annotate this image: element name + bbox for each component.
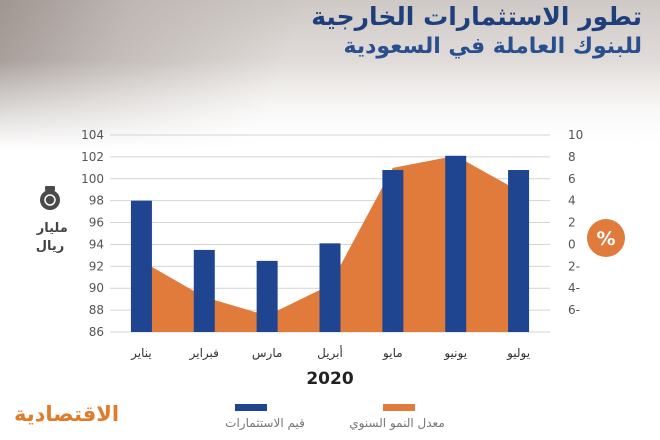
right-tick-label: 0 — [568, 237, 576, 251]
investment-bars — [130, 155, 530, 332]
left-axis-unit-line-2: ريال — [36, 239, 65, 254]
category-label: مارس — [252, 346, 283, 361]
brand-logo: الاقتصادية — [14, 402, 120, 426]
chart-title: تطور الاستثمارات الخارجية — [311, 2, 642, 31]
legend: قيم الاستثمارات معدل النمو السنوي — [225, 404, 445, 431]
right-tick-label: 6 — [568, 172, 576, 186]
right-axis-unit-label: % — [596, 228, 615, 250]
left-tick-label: 98 — [89, 194, 104, 208]
left-tick-label: 102 — [81, 150, 104, 164]
left-tick-label: 94 — [89, 237, 104, 251]
legend-label-investment: قيم الاستثمارات — [225, 416, 305, 431]
right-tick-label: 6- — [568, 303, 580, 317]
category-label: فبراير — [189, 346, 219, 361]
left-axis-unit-line-1: مليار — [36, 221, 68, 236]
category-label: يونيو — [443, 346, 467, 361]
bar-6 — [445, 155, 467, 332]
legend-label-growth: معدل النمو السنوي — [349, 416, 445, 431]
left-axis-unit-label: مليار ريال — [32, 221, 68, 254]
category-labels: يناير فبراير مارس أبريل مايو يونيو يوليو — [130, 345, 530, 361]
bar-4 — [319, 243, 341, 332]
left-tick-label: 100 — [81, 172, 104, 186]
left-tick-label: 90 — [89, 281, 104, 295]
bar-7 — [508, 170, 530, 332]
percent-circle-icon: % — [587, 219, 625, 257]
growth-rate-area — [141, 155, 519, 332]
right-axis-ticks: 6- 4- 2- 0 2 4 6 8 10 — [568, 128, 583, 317]
category-label: أبريل — [317, 345, 343, 361]
left-tick-label: 96 — [89, 216, 104, 230]
bar-3 — [256, 260, 278, 332]
left-tick-label: 104 — [81, 128, 104, 142]
right-tick-label: 10 — [568, 128, 583, 142]
bar-2 — [193, 249, 215, 332]
right-tick-label: 4- — [568, 281, 580, 295]
bar-1 — [130, 200, 152, 332]
right-tick-label: 8 — [568, 150, 576, 164]
right-tick-label: 2- — [568, 259, 580, 273]
legend-swatch-growth — [383, 404, 415, 411]
legend-swatch-investment — [235, 404, 267, 411]
left-tick-label: 92 — [89, 259, 104, 273]
chart-subtitle: للبنوك العاملة في السعودية — [343, 34, 642, 59]
bar-5 — [382, 170, 404, 332]
category-label: يوليو — [506, 346, 530, 361]
category-label: مايو — [382, 346, 403, 361]
left-axis-ticks: 86 88 90 92 94 96 98 100 102 104 — [81, 128, 104, 339]
right-tick-label: 4 — [568, 194, 576, 208]
category-label: يناير — [130, 346, 152, 361]
right-tick-label: 2 — [568, 216, 576, 230]
money-bag-icon — [40, 186, 60, 210]
left-tick-label: 88 — [89, 303, 104, 317]
x-axis-label: 2020 — [306, 369, 353, 389]
left-tick-label: 86 — [89, 325, 104, 339]
